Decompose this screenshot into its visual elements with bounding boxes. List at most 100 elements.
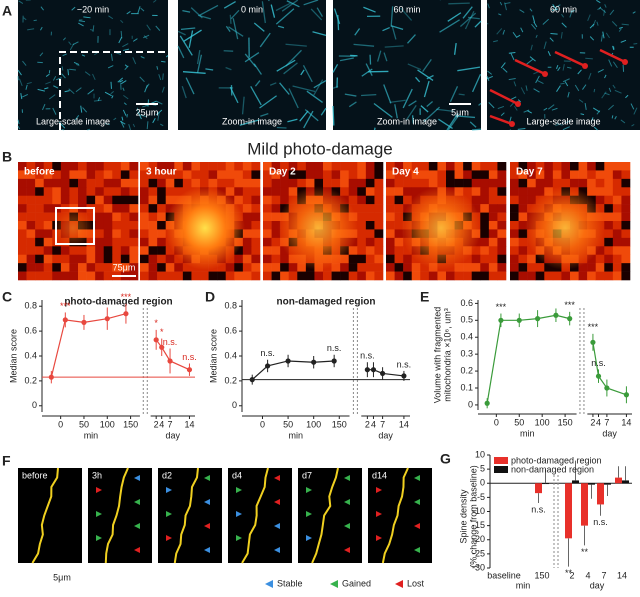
texture: [288, 88, 299, 109]
heat-cell: [112, 254, 122, 264]
texture: [520, 27, 524, 33]
heat-cell: [86, 254, 96, 264]
heat-cell: [43, 246, 53, 256]
heat-cell: [157, 170, 167, 180]
texture: [45, 73, 50, 77]
heat-cell: [18, 254, 27, 264]
bar: [597, 483, 604, 505]
heat-cell: [374, 170, 384, 180]
texture: [570, 10, 575, 13]
texture: [261, 1, 266, 24]
heat-cell: [129, 178, 139, 188]
heat-cell: [587, 271, 597, 281]
dendrite-image: [228, 467, 292, 564]
heat-cell: [120, 212, 130, 222]
texture: [17, 119, 20, 125]
heat-cell: [35, 229, 45, 239]
texture: [389, 99, 406, 104]
texture: [611, 115, 614, 119]
texture: [560, 82, 565, 85]
texture: [185, 77, 195, 95]
heat-cell: [374, 221, 384, 230]
heat-cell: [174, 170, 184, 180]
texture: [183, 29, 202, 42]
heat-blob: [401, 186, 481, 270]
heat-cell: [365, 195, 375, 205]
texture: [61, 73, 66, 79]
texture: [132, 38, 138, 42]
texture: [601, 91, 607, 99]
heat-cell: [69, 162, 79, 171]
texture: [152, 118, 156, 124]
texture: [177, 30, 186, 36]
heat-cell: [497, 271, 507, 281]
heat-cell: [365, 187, 375, 197]
texture: [71, 6, 76, 11]
heat-cell: [527, 178, 537, 188]
heat-cell: [578, 263, 588, 272]
heat-cell: [365, 271, 375, 281]
heat-cell: [200, 178, 209, 188]
heat-cell: [217, 170, 227, 180]
heat-cell: [305, 271, 315, 281]
scale-label: 5μm: [451, 107, 469, 117]
texture: [62, 37, 66, 41]
heat-cell: [544, 162, 554, 171]
heat-cell: [365, 162, 375, 171]
annotation: *: [154, 318, 158, 328]
texture: [405, 105, 417, 121]
heat-cell: [271, 204, 281, 213]
texture: [597, 7, 602, 11]
x-tick-label: 100: [535, 417, 550, 427]
heat-cell: [357, 237, 367, 247]
texture: [344, 93, 357, 97]
heat-cell: [386, 263, 395, 272]
heat-cell: [271, 237, 281, 247]
heat-cell: [43, 187, 53, 197]
heat-cell: [463, 271, 473, 281]
microscopy-image: [332, 0, 482, 131]
heat-cell: [60, 170, 70, 180]
texture: [139, 76, 145, 83]
heat-cell: [78, 178, 87, 188]
texture: [458, 93, 465, 96]
heat-cell: [604, 204, 614, 213]
heat-cell: [60, 254, 70, 264]
texture: [83, 16, 91, 19]
texture: [504, 2, 507, 11]
heat-cell: [26, 178, 36, 188]
heat-cell: [148, 237, 158, 247]
y-axis-label: Median score: [208, 329, 218, 383]
texture: [165, 55, 169, 58]
texture: [426, 101, 434, 108]
texture: [339, 57, 354, 62]
texture: [612, 45, 615, 50]
heat-cell: [280, 170, 290, 180]
texture: [78, 22, 84, 27]
heat-cell: [527, 271, 537, 281]
spine-arrow: [204, 547, 210, 553]
heat-cell: [411, 178, 421, 188]
image-label: 3 hour: [146, 167, 177, 178]
texture: [232, 18, 239, 40]
heat-cell: [18, 178, 27, 188]
heat-cell: [60, 263, 70, 272]
heat-cell: [191, 170, 201, 180]
heat-cell: [69, 187, 79, 197]
heat-cell: [242, 263, 252, 272]
series-line: [50, 313, 127, 378]
heat-cell: [182, 178, 192, 188]
heat-cell: [357, 204, 367, 213]
texture: [621, 23, 629, 26]
x-axis-label: min: [289, 430, 304, 440]
heat-cell: [157, 187, 167, 197]
heat-cell: [570, 162, 579, 171]
heat-cell: [217, 162, 227, 171]
heat-cell: [497, 170, 507, 180]
heat-cell: [288, 271, 298, 281]
texture: [502, 67, 508, 73]
heat-cell: [612, 178, 622, 188]
texture: [306, 90, 323, 103]
y-tick-label: -20: [472, 534, 485, 544]
texture: [513, 81, 517, 87]
